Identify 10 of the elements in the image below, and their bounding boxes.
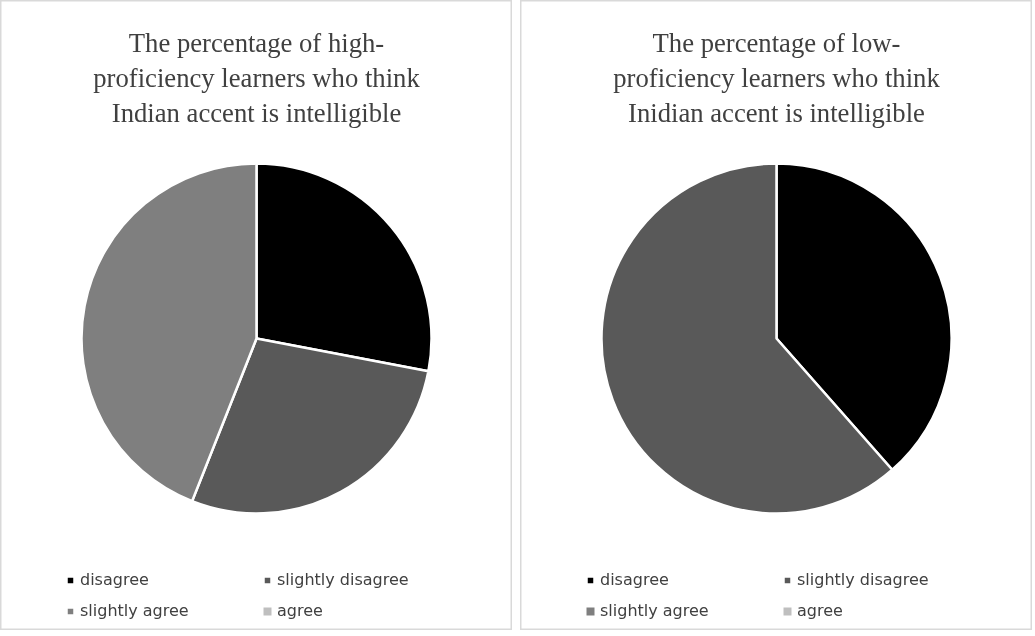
legend-label: slightly disagree: [797, 570, 930, 589]
legend-label: slightly agree: [600, 601, 710, 620]
chart-title: The percentage of high-proficiency learners who think Indian accent is intelligible: [93, 27, 421, 128]
legend-label: slightly agree: [80, 601, 190, 620]
chart-title: The percentage of low-proficiency learners who think Inidian accent is intelligible: [613, 27, 941, 128]
legend-label: agree: [797, 601, 844, 620]
legend-label: agree: [277, 601, 324, 620]
legend-label: slightly disagree: [277, 570, 410, 589]
legend-label: disagree: [80, 570, 150, 589]
legend-label: disagree: [600, 570, 670, 589]
